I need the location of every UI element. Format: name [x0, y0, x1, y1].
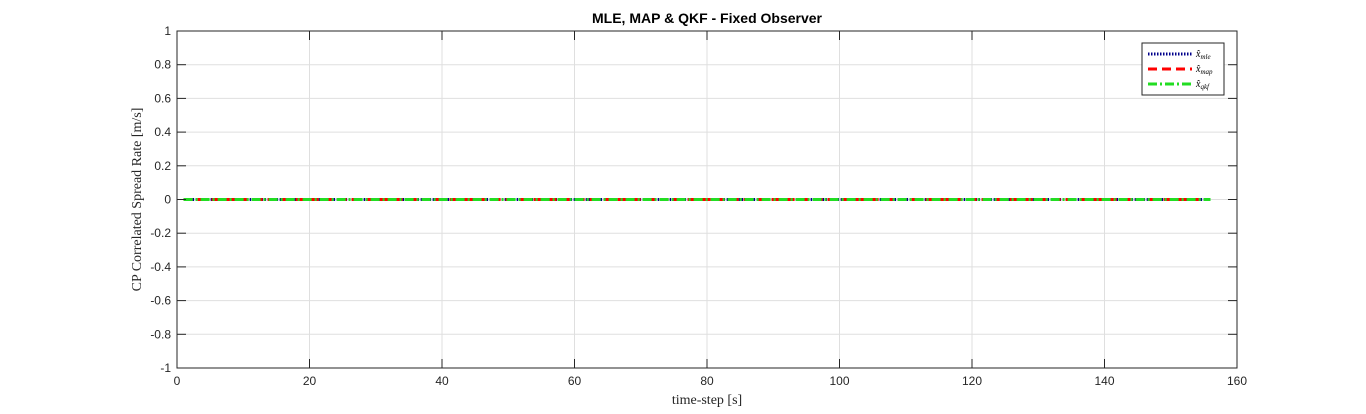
x-tick-label: 140 — [1094, 374, 1114, 388]
x-axis-label: time-step [s] — [672, 393, 742, 408]
legend-label-base: x̂ — [1195, 49, 1201, 60]
y-tick-label: 1 — [164, 24, 171, 38]
y-tick-label: -0.4 — [150, 260, 171, 274]
x-tick-label: 40 — [435, 374, 449, 388]
legend-label-subscript: mle — [1200, 53, 1210, 61]
x-tick-label: 160 — [1227, 374, 1247, 388]
y-tick-label: 0.4 — [154, 125, 171, 139]
legend-label-subscript: qkf — [1200, 83, 1210, 91]
x-tick-label: 80 — [700, 374, 714, 388]
y-tick-label: -0.6 — [150, 294, 171, 308]
y-tick-label: 0.8 — [154, 58, 171, 72]
y-tick-label: 0.2 — [154, 159, 171, 173]
y-tick-label: 0 — [164, 193, 171, 207]
legend-label-qkf: x̂qkf — [1195, 79, 1210, 91]
x-tick-label: 100 — [829, 374, 849, 388]
y-tick-label: 0.6 — [154, 91, 171, 105]
x-tick-label: 0 — [174, 374, 181, 388]
x-tick-label: 120 — [962, 374, 982, 388]
legend-label-map: x̂map — [1195, 64, 1213, 76]
chart-title: MLE, MAP & QKF - Fixed Observer — [592, 10, 823, 26]
legend-label-mle: x̂mle — [1195, 49, 1211, 61]
x-tick-label: 60 — [568, 374, 582, 388]
y-tick-label: -0.8 — [150, 327, 171, 341]
y-tick-label: -1 — [160, 361, 171, 375]
legend-label-subscript: map — [1200, 68, 1213, 76]
ticks: 0 20 40 60 80 100 120 140 160 -1 -0.8 -0.6 -0.4 -0.2 0… — [150, 24, 1247, 388]
x-tick-label: 20 — [303, 374, 317, 388]
y-axis-label: CP Correlated Spread Rate [m/s] — [130, 108, 145, 292]
y-tick-label: -0.2 — [150, 226, 171, 240]
legend-label-base: x̂ — [1195, 79, 1201, 90]
legend-label-base: x̂ — [1195, 64, 1201, 75]
